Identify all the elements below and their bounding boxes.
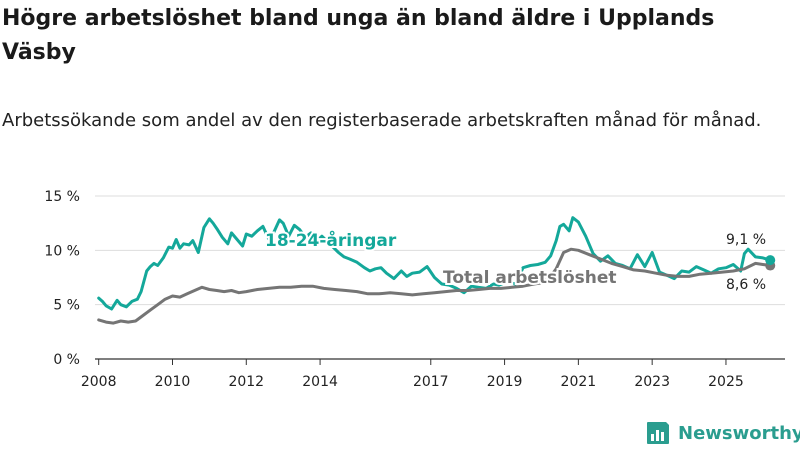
chart-title: Högre arbetslöshet bland unga än bland ä… bbox=[2, 6, 715, 65]
chart-subtitle: Arbetssökande som andel av den registerb… bbox=[2, 110, 762, 131]
series-end-point-youth bbox=[765, 255, 776, 266]
x-tick-label: 2012 bbox=[228, 374, 264, 390]
end-value-label-total: 8,6 % bbox=[726, 277, 766, 293]
brand-name: Newsworthy bbox=[678, 422, 800, 444]
series-label-total: Total arbetslöshet bbox=[443, 268, 617, 288]
x-tick-label: 2010 bbox=[155, 374, 191, 390]
series-line-total bbox=[97, 247, 772, 325]
series-label-youth: 18-24-åringar bbox=[265, 229, 397, 251]
x-tick-label: 2025 bbox=[708, 374, 744, 390]
bar-chart-icon bbox=[647, 422, 669, 444]
y-tick-label: 10 % bbox=[44, 243, 80, 259]
end-value-label-youth: 9,1 % bbox=[726, 232, 766, 248]
newsworthy-logo: Newsworthy bbox=[645, 420, 800, 446]
x-tick-label: 2008 bbox=[81, 374, 117, 390]
x-tick-label: 2014 bbox=[302, 374, 338, 390]
x-tick-label: 2017 bbox=[413, 374, 449, 390]
x-tick-label: 2021 bbox=[561, 374, 597, 390]
y-tick-label: 5 % bbox=[53, 298, 80, 314]
x-tick-label: 2019 bbox=[487, 374, 523, 390]
series-line-youth bbox=[97, 216, 772, 311]
y-tick-label: 15 % bbox=[44, 189, 80, 205]
x-tick-label: 2023 bbox=[634, 374, 670, 390]
y-tick-label: 0 % bbox=[53, 352, 80, 368]
